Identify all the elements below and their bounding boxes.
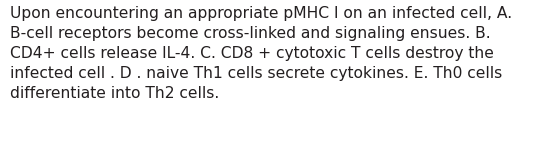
Text: Upon encountering an appropriate pMHC I on an infected cell, A.
B-cell receptors: Upon encountering an appropriate pMHC I … — [10, 6, 512, 101]
